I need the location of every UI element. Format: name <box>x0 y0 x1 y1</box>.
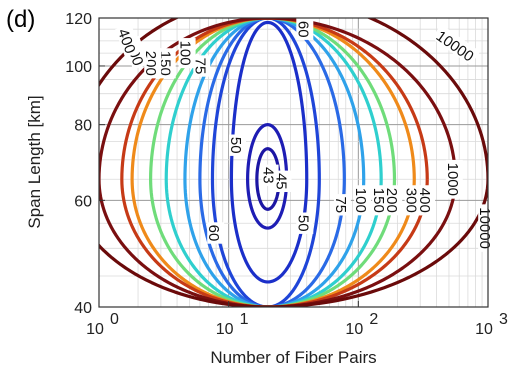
contour-line-400 <box>120 18 429 307</box>
contour-label-bg <box>193 55 211 77</box>
contour-label-150: 150 <box>370 185 390 216</box>
panel-label: (d) <box>6 6 36 33</box>
contour-label-text: 45 <box>273 173 290 190</box>
contour-label-100: 100 <box>177 38 196 69</box>
contour-label-bg <box>445 159 463 199</box>
contour-label-text: 150 <box>370 188 387 213</box>
contour-line-200 <box>149 18 397 307</box>
contour-label-bg <box>296 212 314 234</box>
x-axis-label: Number of Fiber Pairs <box>210 348 376 367</box>
contour-label-text: 75 <box>332 196 349 213</box>
contour-label-text: 1000 <box>444 163 461 196</box>
y-tick-label: 80 <box>74 118 92 135</box>
y-tick-label: 120 <box>65 11 92 28</box>
contour-label-bg <box>115 23 142 58</box>
contour-label-bg <box>354 185 372 216</box>
x-tick-exponent: 1 <box>240 311 249 328</box>
contour-line-1000 <box>99 18 457 307</box>
x-tick-label: 10 <box>345 321 363 338</box>
y-tick-label: 40 <box>74 300 92 317</box>
contour-label-bg <box>404 185 422 216</box>
contour-label-bg <box>261 164 279 187</box>
contour-label-text: 300 <box>403 188 420 213</box>
contour-label-text: 10000 <box>433 28 477 66</box>
contour-label-10000: 10000 <box>431 24 481 66</box>
contour-label-45: 45 <box>273 170 292 193</box>
contour-label-text: 50 <box>227 137 244 154</box>
contour-label-400: 400 <box>416 185 436 216</box>
contour-label-43: 43 <box>260 164 279 187</box>
x-tick-label: 10 <box>475 321 493 338</box>
contour-label-300: 300 <box>403 185 422 216</box>
x-tick-label: 10 <box>86 321 104 338</box>
x-tick-exponent: 2 <box>369 311 378 328</box>
contour-line-75 <box>198 18 346 307</box>
contour-label-text: 100 <box>177 41 194 66</box>
contour-label-60: 60 <box>205 222 225 244</box>
contour-label-text: 60 <box>205 225 222 242</box>
contour-label-bg <box>158 48 176 79</box>
contour-label-bg <box>229 134 246 156</box>
contour-line-10000 <box>99 18 488 307</box>
contour-label-200: 200 <box>383 185 403 216</box>
contour-label-text: 60 <box>294 21 311 38</box>
contour-label-100: 100 <box>352 185 372 216</box>
contour-label-bg <box>418 185 436 216</box>
contour-line-300 <box>130 18 416 307</box>
contour-label-bg <box>431 24 481 66</box>
contour-line-60 <box>210 18 321 307</box>
contour-label-60: 60 <box>294 18 314 40</box>
contour-label-bg <box>333 194 351 216</box>
contour-label-bg <box>296 18 314 40</box>
contour-label-text: 100 <box>352 188 369 213</box>
contour-label-75: 75 <box>191 55 211 77</box>
contour-label-75: 75 <box>332 194 351 216</box>
contour-label-text: 200 <box>383 188 400 213</box>
contour-label-text: 400 <box>416 188 433 213</box>
y-tick-label: 100 <box>65 59 92 76</box>
contour-line-100 <box>183 18 366 307</box>
contour-line-45 <box>246 123 289 230</box>
contour-label-bg <box>372 185 390 216</box>
plot-frame <box>98 17 489 308</box>
contour-line-50 <box>229 20 309 284</box>
contour-label-1000: 1000 <box>444 159 463 199</box>
contour-label-bg <box>478 204 496 252</box>
contour-line-43 <box>255 147 281 211</box>
contour-label-bg <box>178 38 196 69</box>
x-tick-label: 10 <box>216 321 234 338</box>
contour-lines <box>99 18 488 307</box>
contour-label-text: 50 <box>294 215 311 232</box>
contour-label-bg <box>144 48 162 79</box>
contour-label-50: 50 <box>227 134 246 156</box>
contour-line-150 <box>164 18 383 307</box>
y-tick-label: 60 <box>74 193 92 210</box>
contour-label-text: 43 <box>260 167 277 184</box>
contour-label-bg <box>385 185 403 216</box>
contour-label-bg <box>274 170 292 193</box>
y-axis-label: Span Length [km] <box>25 95 44 228</box>
x-tick-exponent: 3 <box>499 311 508 328</box>
x-tick-exponent: 0 <box>110 311 119 328</box>
contour-label-bg <box>207 222 225 244</box>
contour-label-50: 50 <box>294 212 314 234</box>
contour-label-text: 10000 <box>476 207 493 249</box>
contour-label-10000: 10000 <box>476 204 496 252</box>
